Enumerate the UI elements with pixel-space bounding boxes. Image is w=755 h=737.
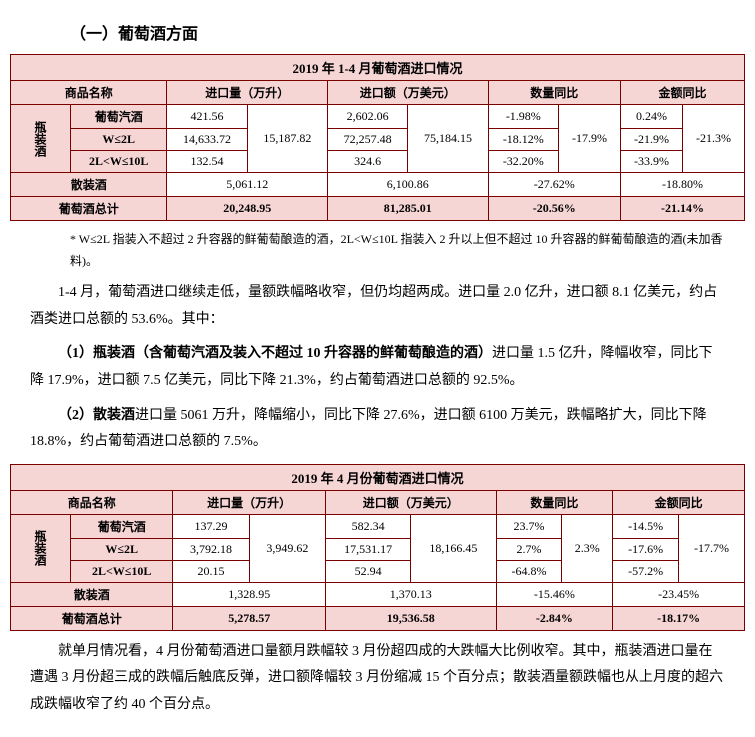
cell: W≤2L <box>71 129 167 151</box>
cell: W≤2L <box>71 538 173 560</box>
cell: 18,166.45 <box>411 514 496 582</box>
cell: 2L<W≤10L <box>71 560 173 582</box>
cell: -17.7% <box>679 514 745 582</box>
cell: -1.98% <box>488 105 558 129</box>
t2-h-qty: 数量同比 <box>496 490 613 514</box>
para2: （1）瓶装酒（含葡萄汽酒及装入不超过 10 升容器的鲜葡萄酿造的酒）进口量 1.… <box>30 341 725 394</box>
cell: 20,248.95 <box>167 197 328 221</box>
t1-h-amt: 金额同比 <box>621 81 745 105</box>
cell: -2.84% <box>496 606 613 630</box>
t2-h-amt: 金额同比 <box>613 490 745 514</box>
section-title: （一）葡萄酒方面 <box>70 20 745 44</box>
cell: 14,633.72 <box>167 129 247 151</box>
cell: 75,184.15 <box>408 105 488 173</box>
t2-h-name: 商品名称 <box>11 490 173 514</box>
cell: 2.7% <box>496 538 562 560</box>
table2-title: 2019 年 4 月份葡萄酒进口情况 <box>11 464 745 490</box>
cell: 葡萄酒总计 <box>11 197 167 221</box>
cell: 15,187.82 <box>247 105 327 173</box>
table1-title: 2019 年 1-4 月葡萄酒进口情况 <box>11 55 745 81</box>
t1-h-qty: 数量同比 <box>488 81 620 105</box>
cell: 324.6 <box>328 151 408 173</box>
cell: 5,061.12 <box>167 173 328 197</box>
cell: 23.7% <box>496 514 562 538</box>
cell: 421.56 <box>167 105 247 129</box>
table-jan-apr: 2019 年 1-4 月葡萄酒进口情况 商品名称 进口量（万升） 进口额（万美元… <box>10 54 745 221</box>
t1-h-val: 进口额（万美元） <box>328 81 489 105</box>
t1-h-vol: 进口量（万升） <box>167 81 328 105</box>
cell: -64.8% <box>496 560 562 582</box>
cell: 19,536.58 <box>325 606 496 630</box>
cell: -57.2% <box>613 560 679 582</box>
cell: -17.6% <box>613 538 679 560</box>
cell: 葡萄汽酒 <box>71 514 173 538</box>
cell: 6,100.86 <box>328 173 489 197</box>
cell: 葡萄酒总计 <box>11 606 173 630</box>
cell: -21.9% <box>621 129 683 151</box>
cell: 81,285.01 <box>328 197 489 221</box>
cell: -15.46% <box>496 582 613 606</box>
cell: -21.3% <box>683 105 745 173</box>
p2-bold: （1）瓶装酒（含葡萄汽酒及装入不超过 10 升容器的鲜葡萄酿造的酒） <box>58 346 492 361</box>
cell: 2,602.06 <box>328 105 408 129</box>
cell: -17.9% <box>559 105 621 173</box>
cell: 散装酒 <box>11 582 173 606</box>
cell: -14.5% <box>613 514 679 538</box>
t1-h-name: 商品名称 <box>11 81 167 105</box>
cell: -33.9% <box>621 151 683 173</box>
cell: -20.56% <box>488 197 620 221</box>
cell: 3,792.18 <box>173 538 249 560</box>
cell: 1,328.95 <box>173 582 326 606</box>
cell: 散装酒 <box>11 173 167 197</box>
cell: 17,531.17 <box>325 538 410 560</box>
cell: 5,278.57 <box>173 606 326 630</box>
cell: 582.34 <box>325 514 410 538</box>
cell: 132.54 <box>167 151 247 173</box>
cell: 0.24% <box>621 105 683 129</box>
cell: -18.80% <box>621 173 745 197</box>
cell: 137.29 <box>173 514 249 538</box>
cell: 3,949.62 <box>249 514 325 582</box>
cell: -23.45% <box>613 582 745 606</box>
cell: 2L<W≤10L <box>71 151 167 173</box>
t2-group: 瓶装酒 <box>11 514 71 582</box>
cell: 52.94 <box>325 560 410 582</box>
cell: 2.3% <box>562 514 613 582</box>
cell: -18.17% <box>613 606 745 630</box>
cell: 20.15 <box>173 560 249 582</box>
cell: 1,370.13 <box>325 582 496 606</box>
cell: -27.62% <box>488 173 620 197</box>
para3: （2）散装酒进口量 5061 万升，降幅缩小，同比下降 27.6%，进口额 61… <box>30 403 725 456</box>
cell: 72,257.48 <box>328 129 408 151</box>
t1-group: 瓶装酒 <box>11 105 71 173</box>
p3-bold: （2）散装酒 <box>58 408 135 423</box>
cell: -21.14% <box>621 197 745 221</box>
para1: 1-4 月，葡萄酒进口继续走低，量额跌幅略收窄，但仍均超两成。进口量 2.0 亿… <box>30 280 725 333</box>
cell: -18.12% <box>488 129 558 151</box>
table-apr: 2019 年 4 月份葡萄酒进口情况 商品名称 进口量（万升） 进口额（万美元）… <box>10 464 745 631</box>
footnote: * W≤2L 指装入不超过 2 升容器的鲜葡萄酿造的酒，2L<W≤10L 指装入… <box>70 229 725 272</box>
cell: -32.20% <box>488 151 558 173</box>
t2-h-val: 进口额（万美元） <box>325 490 496 514</box>
cell: 葡萄汽酒 <box>71 105 167 129</box>
t2-h-vol: 进口量（万升） <box>173 490 326 514</box>
